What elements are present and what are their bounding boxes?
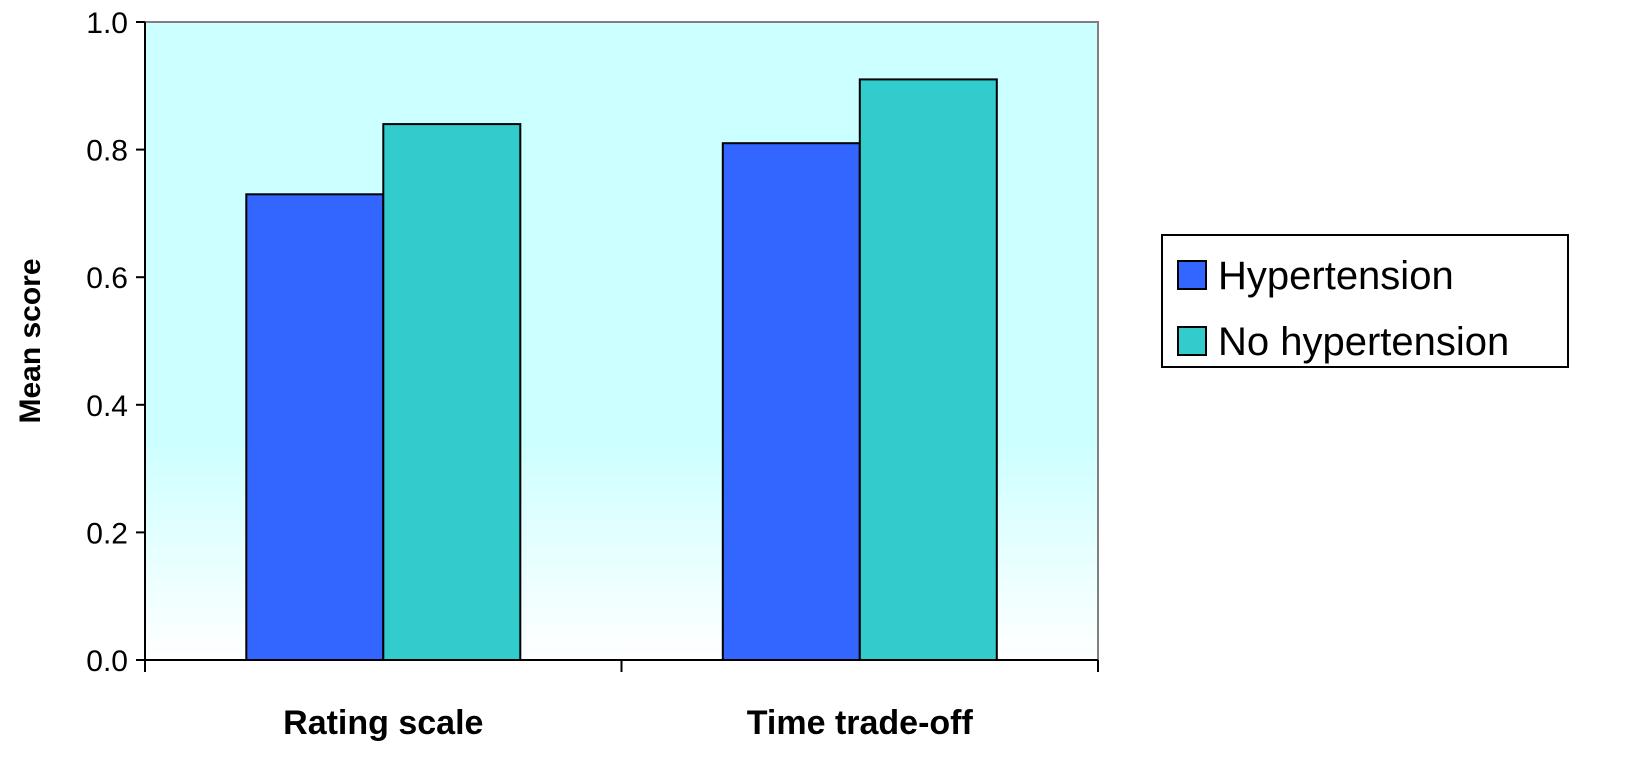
axes-layer: Rating scale Time trade-off 0.0 0.2 0.4 0.6 0.… bbox=[86, 7, 1099, 742]
legend-label: Hypertension bbox=[1218, 254, 1454, 298]
y-tick-label: 0.0 bbox=[86, 645, 128, 678]
legend: Hypertension No hypertension bbox=[1161, 234, 1569, 368]
x-category-label: Time trade-off bbox=[747, 704, 974, 742]
y-tick-label: 0.4 bbox=[86, 390, 128, 423]
bar-1-1 bbox=[858, 78, 998, 661]
y-tick-label: 0.8 bbox=[86, 135, 128, 168]
bar-0-0 bbox=[245, 193, 385, 662]
legend-swatch bbox=[1177, 260, 1207, 290]
bars-layer bbox=[245, 78, 998, 662]
y-tick-label: 0.2 bbox=[86, 517, 128, 550]
bar-1-0 bbox=[721, 142, 861, 661]
legend-label: No hypertension bbox=[1218, 320, 1509, 364]
x-category-label: Rating scale bbox=[283, 704, 483, 742]
y-tick-label: 0.6 bbox=[86, 262, 128, 295]
y-axis-title: Mean score bbox=[14, 258, 47, 423]
bar-0-1 bbox=[382, 123, 522, 662]
legend-box bbox=[1161, 234, 1569, 368]
legend-swatch bbox=[1177, 326, 1207, 356]
y-tick-label: 1.0 bbox=[86, 7, 128, 40]
